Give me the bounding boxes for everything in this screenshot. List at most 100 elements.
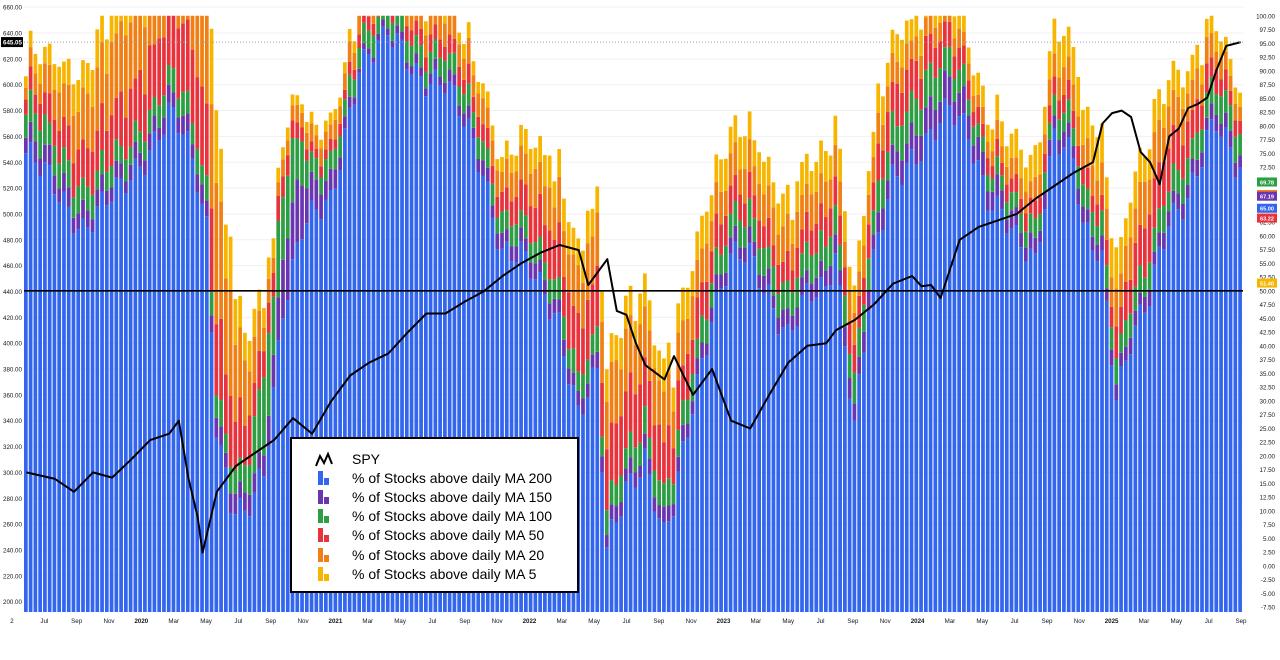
bar-stack [634,321,638,612]
bar-segment-ma20 [767,185,771,218]
bar-segment-ma20 [276,183,280,196]
bar-segment-ma5 [105,39,109,73]
bar-segment-ma100 [281,197,285,260]
bar-segment-ma100 [738,221,742,248]
bar-segment-ma50 [34,95,38,114]
bar-segment-ma50 [762,226,766,248]
bar-segment-ma5 [481,83,485,98]
bar-segment-ma5 [810,171,814,194]
bar-segment-ma50 [181,23,185,92]
bar-segment-ma150 [224,453,228,468]
bar-segment-ma150 [567,368,571,384]
bar-segment-ma50 [586,300,590,360]
x-axis-tick-label: May [200,618,213,625]
bar-segment-ma100 [1181,179,1185,204]
bar-segment-ma20 [1114,288,1118,326]
bar-segment-ma20 [772,207,776,245]
bar-stack [948,16,952,612]
bar-segment-ma200 [62,192,66,612]
bar-segment-ma100 [743,227,747,247]
bar-segment-ma20 [186,16,190,20]
bar-stack [1143,156,1147,612]
bar-segment-ma100 [329,151,333,169]
bar-segment-ma100 [376,17,380,34]
bar-segment-ma200 [733,241,737,612]
bar-segment-ma100 [1010,192,1014,210]
bar-segment-ma20 [1053,53,1057,76]
bar-segment-ma20 [538,162,542,194]
bar-segment-ma5 [253,309,257,337]
bar-stack [676,303,680,612]
bar-segment-ma200 [1067,137,1071,612]
bar-segment-ma100 [110,166,114,187]
bar-segment-ma100 [824,247,828,271]
bar-segment-ma50 [1057,101,1061,120]
bar-segment-ma100 [257,389,261,452]
bar-segment-ma50 [414,20,418,35]
bar-stack [1214,31,1218,612]
bar-segment-ma50 [948,22,952,47]
bar-segment-ma50 [810,230,814,255]
bar-segment-ma150 [1100,235,1104,250]
bar-segment-ma150 [262,455,266,476]
bar-segment-ma5 [124,16,128,35]
bar-segment-ma5 [791,220,795,244]
bar-segment-ma50 [710,251,714,283]
left-axis-tick-label: 640.00 [3,31,22,38]
bar-segment-ma20 [443,23,447,46]
left-axis-tick-label: 660.00 [3,5,22,12]
bar-segment-ma100 [453,53,457,75]
bar-segment-ma200 [953,126,957,612]
bar-segment-ma100 [100,150,104,174]
bar-segment-ma50 [1086,168,1090,189]
left-axis-tick-label: 560.00 [3,134,22,141]
bar-segment-ma200 [595,368,599,612]
bar-segment-ma100 [414,35,418,53]
bar-stack [867,171,871,612]
value-badge-label: 63.22 [1260,216,1274,222]
bar-segment-ma150 [991,192,995,211]
bar-segment-ma100 [962,64,966,86]
bar-segment-ma150 [753,242,757,257]
bar-stack [686,288,690,612]
bar-stack [995,95,999,612]
bar-segment-ma5 [972,75,976,95]
bar-segment-ma200 [1233,178,1237,612]
bar-segment-ma200 [1091,251,1095,612]
bar-segment-ma100 [1091,212,1095,237]
bar-stack [1048,51,1052,612]
bar-segment-ma200 [862,353,866,612]
bar-segment-ma20 [1062,67,1066,95]
bar-segment-ma50 [134,78,138,120]
bar-segment-ma150 [1219,124,1223,137]
x-axis-tick-label: 2023 [717,618,731,625]
bar-segment-ma150 [257,452,261,468]
bar-segment-ma50 [833,176,837,205]
bar-segment-ma150 [929,96,933,129]
bar-segment-ma100 [43,115,47,145]
bar-segment-ma100 [1086,189,1090,209]
bar-segment-ma5 [1014,129,1018,158]
bar-segment-ma20 [181,16,185,24]
bar-segment-ma20 [419,16,423,29]
bar-segment-ma100 [343,99,347,116]
bar-segment-ma5 [600,290,604,322]
bar-segment-ma5 [1081,110,1085,145]
bar-segment-ma50 [1072,111,1076,128]
bar-segment-ma20 [1005,167,1009,185]
bar-segment-ma50 [1167,148,1171,191]
left-axis-tick-label: 320.00 [3,444,22,451]
bar-segment-ma200 [719,289,723,612]
bar-segment-ma50 [219,319,223,400]
bar-segment-ma100 [48,123,52,145]
bar-segment-ma150 [714,274,718,290]
bar-segment-ma100 [438,58,442,77]
bar-segment-ma50 [510,201,514,226]
bar-segment-ma150 [1081,206,1085,222]
bar-segment-ma50 [700,282,704,315]
bar-segment-ma50 [967,80,971,99]
bar-segment-ma20 [662,391,666,442]
bar-segment-ma150 [386,28,390,35]
bar-segment-ma20 [310,123,314,141]
right-axis-tick-label: 55.00 [1260,261,1276,268]
